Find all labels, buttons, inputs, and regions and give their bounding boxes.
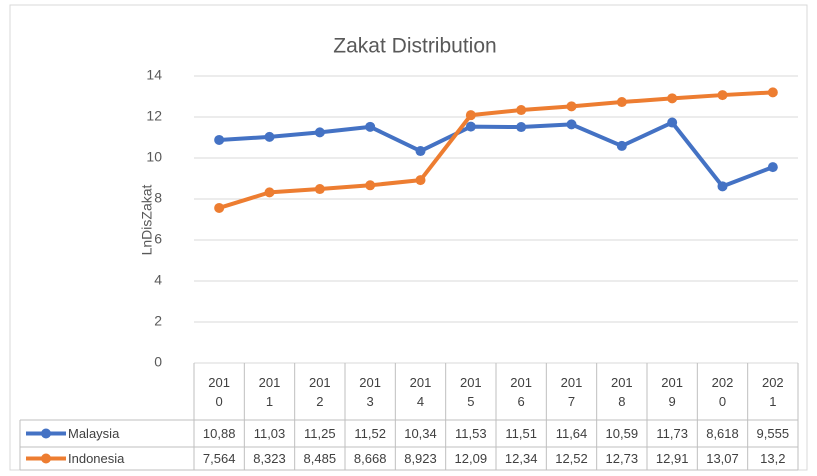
x-tick-label: 2016 <box>510 375 532 409</box>
chart-border <box>9 4 808 471</box>
x-tick-label: 2011 <box>258 375 281 409</box>
data-table-value: 11,03 <box>253 425 286 441</box>
marker <box>214 202 225 213</box>
data-table-value: 8,618 <box>706 425 739 441</box>
data-table-value: 11,64 <box>555 425 588 441</box>
data-table-value: 12,73 <box>605 450 639 466</box>
y-tick-label: 2 <box>154 313 162 329</box>
x-tick-label: 2021 <box>761 375 784 409</box>
series-line <box>219 120 774 189</box>
x-tick-label: 2010 <box>208 375 230 409</box>
x-tick-label: 2017 <box>560 375 583 409</box>
data-table-value: 8,668 <box>353 450 387 466</box>
marker <box>465 110 476 121</box>
series-line <box>218 90 773 210</box>
data-table-value: 12,34 <box>504 450 538 466</box>
marker <box>667 93 678 104</box>
marker <box>717 90 728 101</box>
marker <box>717 181 728 192</box>
marker <box>415 175 426 186</box>
x-tick-label: 2019 <box>661 375 683 409</box>
data-table-value: 11,73 <box>656 425 688 441</box>
legend-marker <box>41 428 51 439</box>
marker <box>616 97 627 108</box>
data-table-value: 10,59 <box>605 425 639 441</box>
marker <box>767 87 778 98</box>
data-table-value: 12,91 <box>655 450 689 466</box>
marker <box>516 122 527 133</box>
data-table-value: 9,555 <box>756 425 790 441</box>
x-tick-label: 2015 <box>459 375 482 409</box>
marker <box>566 119 577 130</box>
y-tick-label: 8 <box>154 190 162 206</box>
data-table-value: 11,52 <box>354 425 386 441</box>
data-table-value: 8,485 <box>303 450 337 466</box>
marker <box>465 121 476 132</box>
data-table-value: 13,07 <box>706 450 739 466</box>
legend-label: Malaysia <box>68 425 120 441</box>
data-table-value: 12,09 <box>454 450 488 466</box>
marker <box>314 184 325 195</box>
x-tick-label: 2013 <box>359 375 381 409</box>
marker <box>365 180 376 191</box>
x-tick-label: 2014 <box>409 375 432 409</box>
data-table-value: 12,52 <box>555 450 588 466</box>
data-table-value: 10,34 <box>404 425 437 441</box>
data-table-value: 8,923 <box>404 450 437 466</box>
marker <box>365 121 376 132</box>
data-table-value: 11,25 <box>304 425 336 441</box>
data-table-value: 10,88 <box>202 425 236 441</box>
y-tick-label: 14 <box>146 67 162 83</box>
y-tick-label: 6 <box>154 231 162 247</box>
y-tick-label: 12 <box>146 108 162 124</box>
marker <box>264 187 275 198</box>
chart-title: Zakat Distribution <box>333 35 496 58</box>
marker <box>214 134 225 145</box>
data-table-value: 13,2 <box>760 450 786 466</box>
data-table-value: 11,53 <box>455 425 487 441</box>
data-table-value: 11,51 <box>505 425 537 441</box>
x-tick-label: 2012 <box>308 375 331 409</box>
marker <box>767 162 778 173</box>
y-tick-label: 4 <box>154 272 162 288</box>
x-tick-label: 2018 <box>610 375 633 409</box>
marker <box>516 105 527 116</box>
x-tick-label: 2020 <box>711 375 734 409</box>
marker <box>264 131 275 142</box>
marker <box>415 146 426 157</box>
y-tick-label: 0 <box>154 354 162 370</box>
marker <box>667 117 678 128</box>
marker <box>314 127 325 138</box>
marker <box>616 140 627 151</box>
y-axis-title: LnDisZakat <box>139 184 155 255</box>
y-tick-label: 10 <box>146 149 162 165</box>
legend-label: Indonesia <box>68 450 125 466</box>
legend-marker <box>41 453 51 464</box>
marker <box>566 101 577 112</box>
data-table-value: 8,323 <box>253 450 286 466</box>
data-table-value: 7,564 <box>202 450 236 466</box>
